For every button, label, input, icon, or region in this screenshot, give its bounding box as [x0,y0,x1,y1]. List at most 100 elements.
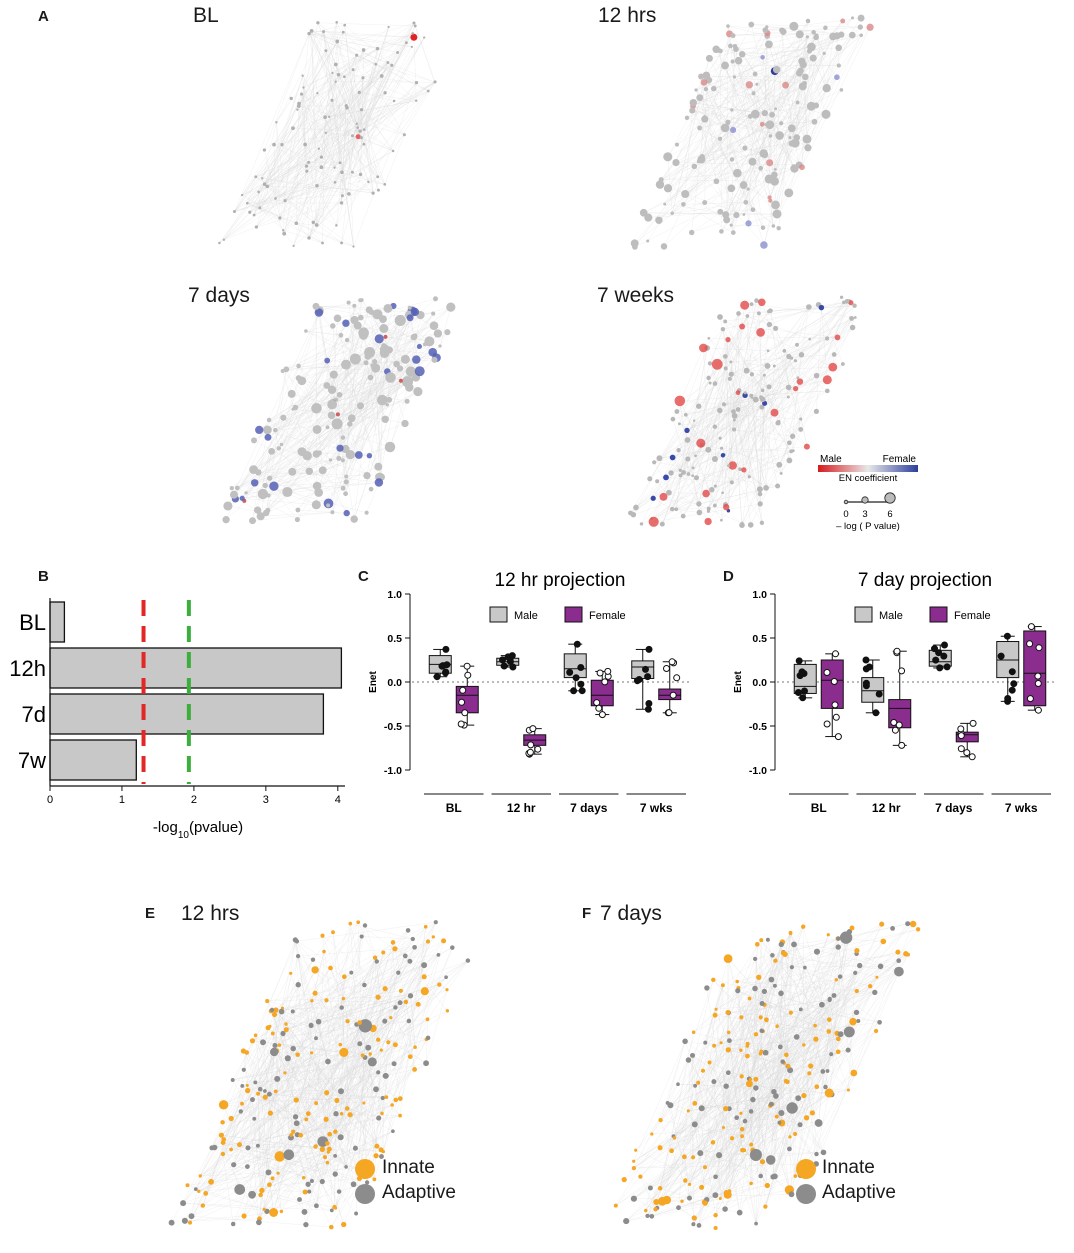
network-edge [800,305,855,420]
data-point [598,711,606,719]
network-node [307,31,311,36]
data-point [645,645,653,653]
network-edge [264,976,425,1210]
network-node [336,455,342,461]
network-edge [258,100,395,193]
legend-swatch-female [564,606,583,623]
network-edge [715,1136,791,1216]
network-node [788,1135,792,1139]
network-node [788,1010,794,1015]
network-node [314,1101,318,1106]
network-node [298,1132,304,1138]
network-edge [699,36,808,98]
network-edge [247,203,342,244]
network-node [721,61,729,70]
group-label-0: BL [811,801,827,815]
network-edges [225,298,451,521]
network-node [326,503,331,508]
network-node [747,522,754,528]
network-edges [615,923,919,1228]
network-edge [761,407,778,487]
network-node [879,921,885,927]
network-edge [211,1115,401,1149]
network-edge [267,470,323,511]
network-edge [791,418,801,452]
network-node [856,962,863,969]
network-node [775,420,781,426]
data-point [433,673,441,681]
network-edge [733,326,743,412]
data-point [534,745,542,753]
network-node [681,189,690,199]
size-title: – log ( P value) [836,521,900,532]
network-node [749,1142,754,1147]
network-node [431,935,435,939]
network-edge [699,97,746,203]
network-edge [737,392,763,523]
network-edge [275,1009,348,1109]
network-edge [826,36,834,89]
network-node [702,1200,708,1206]
network-node [752,71,758,77]
network-node [312,425,322,434]
network-node [412,355,421,364]
network-edge [728,1032,763,1162]
network-node [421,974,427,980]
network-node [708,381,712,385]
network-node [187,1220,193,1225]
network-node [363,360,369,366]
network-node [757,491,763,497]
network-edge [335,81,378,177]
network-node [444,329,451,336]
group-label-3: 7 wks [1005,801,1038,815]
network-edge [200,1147,249,1177]
network-edge [698,358,792,504]
network-edge [308,81,436,238]
network-edge [341,242,354,247]
data-point [1034,680,1042,687]
network-node [750,109,760,119]
network-node [707,361,713,366]
network-edge [305,65,392,145]
network-node [685,1057,692,1063]
network-node [793,134,801,141]
network-node [856,1019,861,1023]
network-edge [316,488,344,505]
network-edge [309,33,376,65]
network-edge [352,90,429,136]
network-edge [728,1012,792,1195]
network-node [813,102,820,109]
network-node [773,958,778,963]
network-edge [730,361,743,526]
network-node [180,1200,187,1207]
network-node [237,1142,242,1148]
network-edge [361,936,413,940]
network-edge [300,936,362,1136]
data-point [943,663,951,671]
network-edge [705,977,759,1043]
network-edge [759,332,761,494]
network-edge [324,72,333,118]
network-edge [624,1066,788,1180]
network-edge [232,1079,256,1083]
network-node [405,928,411,933]
network-edge [235,455,370,500]
network-edge [317,22,382,77]
network-edge [267,314,421,431]
network-node [663,474,669,481]
network-edge [283,230,323,244]
network-edge [350,923,365,986]
network-edge [689,1159,771,1185]
network-node [362,982,367,988]
network-node [849,1017,857,1026]
network-node [413,387,423,397]
network-edge [308,167,335,238]
network-edge [645,1156,685,1211]
network-edge [258,454,359,473]
network-node [367,374,374,381]
network-edge [284,1063,395,1074]
network-node [747,475,751,479]
network-edge [202,1082,256,1206]
network-node [425,939,431,944]
network-node [314,223,319,227]
